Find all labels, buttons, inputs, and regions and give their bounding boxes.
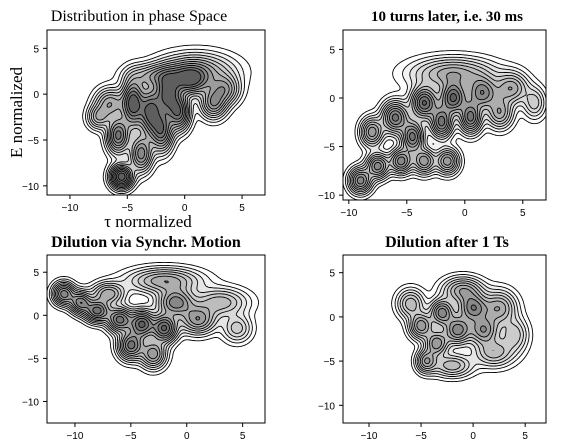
contour-level-6 [405, 282, 510, 371]
y-tick-label: −5 [28, 136, 40, 147]
contour-level-4 [52, 269, 247, 368]
contour-level-5 [53, 271, 243, 366]
y-tick-label: −10 [22, 182, 39, 193]
y-tick-label: 5 [329, 45, 335, 56]
contour-level-5 [402, 280, 521, 373]
contour-level-1 [47, 261, 259, 376]
y-axis-label: E normalized [7, 66, 26, 158]
y-tick-label: 0 [329, 94, 335, 105]
x-tick-label: 5 [522, 431, 528, 442]
panel-title: Distribution in phase Space [51, 8, 227, 25]
panel-3: −10 −5 0 5 5 0 −5 −10 Dilution via Synchr. Motio… [22, 234, 266, 442]
x-tick-label: −10 [66, 431, 83, 442]
x-tick-label: −5 [415, 431, 427, 442]
contour-level-1 [82, 44, 252, 195]
y-tick-label: −10 [22, 397, 39, 408]
x-tick-label: 0 [462, 208, 468, 219]
contour-level-4 [399, 278, 524, 375]
contour-level-2 [394, 274, 530, 380]
contour-level-11 [421, 93, 457, 106]
contour-level-11 [138, 320, 168, 332]
x-tick-label: −5 [125, 431, 137, 442]
x-tick-label: 5 [520, 208, 526, 219]
x-tick-label: 5 [240, 431, 246, 442]
plot-frame [46, 29, 266, 196]
x-tick-label: 0 [184, 431, 190, 442]
contour-level-10 [470, 304, 477, 311]
x-axis-label: τ normalized [104, 212, 192, 231]
contour-level-8 [58, 280, 207, 360]
panel-2: −10 −5 0 5 5 0 −5 −10 10 turns later, i.e. 30 ms [318, 9, 547, 219]
contour-level-8 [106, 63, 230, 186]
y-tick-label: −5 [28, 354, 40, 365]
contour-level-4 [89, 54, 240, 191]
x-tick-label: −5 [122, 203, 134, 214]
contour-level-7 [352, 67, 519, 189]
contour-level-2 [344, 53, 546, 198]
contour-level-5 [90, 56, 238, 190]
contour-level-5 [349, 61, 540, 193]
contour-level-11 [117, 69, 202, 181]
contour-lines [47, 261, 259, 376]
contour-level-9 [112, 65, 226, 185]
plot-frame [342, 29, 547, 201]
contour-level-8 [416, 288, 501, 365]
y-tick-label: −5 [324, 143, 336, 154]
x-tick-label: 0 [470, 431, 476, 442]
contour-level-7 [95, 61, 233, 187]
contour-lines [391, 270, 534, 383]
y-tick-label: 5 [33, 268, 39, 279]
contour-level-1 [391, 270, 534, 383]
x-tick-label: −10 [361, 431, 378, 442]
panel-4: −10 −5 0 5 5 0 −5 −10 Dilution after 1 Ts [318, 234, 547, 442]
contour-level-3 [346, 56, 545, 196]
contour-level-10 [391, 88, 485, 142]
y-tick-label: 0 [33, 311, 39, 322]
contour-level-10 [79, 301, 170, 350]
y-tick-label: −5 [324, 357, 336, 368]
contour-lines [343, 50, 546, 200]
contour-level-8 [354, 71, 513, 187]
plot-frame [46, 254, 266, 424]
panel-1: −10 −5 0 5 5 0 −5 −10 Distribution in phase Spac… [7, 8, 266, 231]
y-tick-label: 0 [33, 90, 39, 101]
contour-level-4 [348, 59, 542, 194]
x-tick-label: 0 [182, 203, 188, 214]
y-tick-label: 0 [329, 313, 335, 324]
y-tick-label: 5 [33, 44, 39, 55]
contour-level-7 [56, 275, 210, 362]
contour-level-3 [50, 267, 250, 371]
y-tick-label: −10 [318, 191, 335, 202]
contour-level-10 [115, 67, 205, 183]
contour-level-3 [87, 51, 242, 193]
contour-level-9 [356, 84, 490, 185]
panel-title: 10 turns later, i.e. 30 ms [371, 9, 523, 25]
plot-frame [342, 254, 547, 424]
x-tick-label: 5 [239, 203, 245, 214]
contour-level-6 [55, 273, 232, 364]
contour-level-6 [351, 64, 522, 191]
y-tick-label: 5 [329, 269, 335, 280]
contour-level-6 [92, 58, 235, 189]
x-tick-label: −5 [401, 208, 413, 219]
contour-level-9 [60, 290, 201, 353]
y-tick-label: −10 [318, 401, 335, 412]
x-tick-label: −10 [61, 203, 78, 214]
contour-lines [82, 44, 252, 195]
x-tick-label: −10 [340, 208, 357, 219]
contour-level-3 [397, 276, 527, 377]
contour-level-2 [85, 48, 245, 195]
panel-title: Dilution after 1 Ts [385, 234, 509, 251]
contour-level-9 [437, 298, 487, 336]
contour-level-7 [414, 284, 507, 368]
contour-level-2 [48, 264, 253, 373]
panel-title: Dilution via Synchr. Motion [51, 234, 241, 251]
